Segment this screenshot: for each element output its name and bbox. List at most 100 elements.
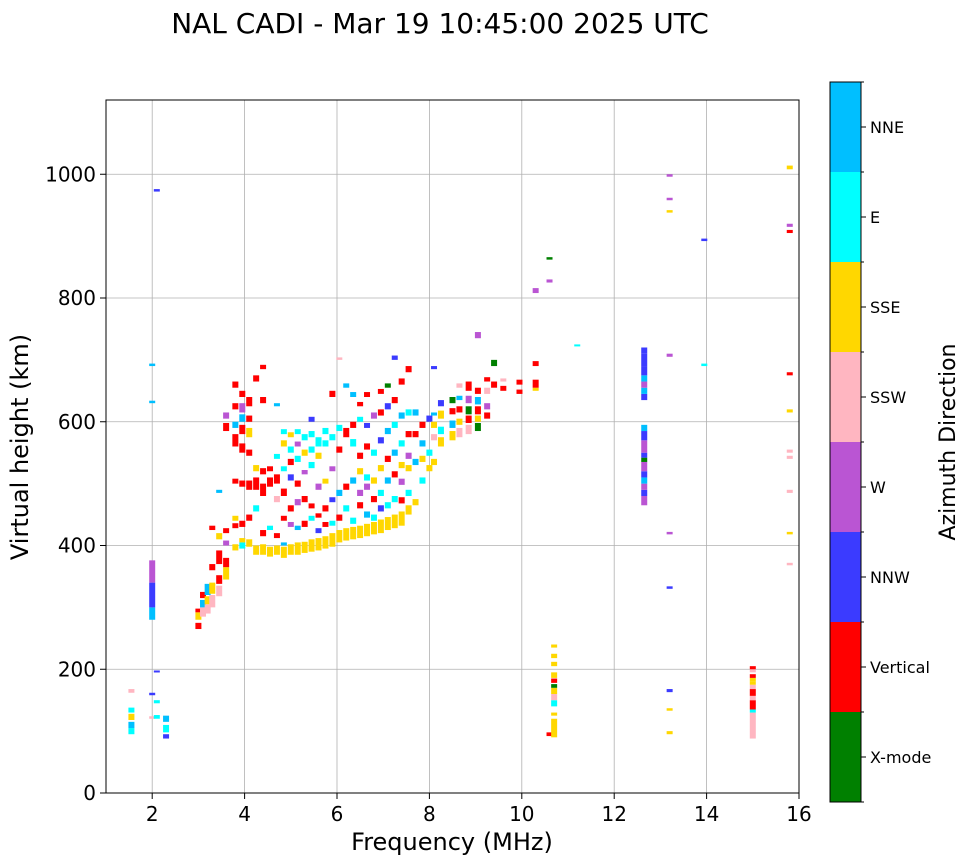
echo-mark [398, 511, 405, 526]
echo-mark [641, 452, 648, 458]
echo-mark [308, 503, 315, 509]
echo-mark [195, 608, 202, 613]
echo-mark [149, 716, 156, 719]
echo-mark [449, 408, 456, 415]
echo-mark [786, 372, 793, 376]
y-tick-label: 400 [58, 534, 96, 558]
echo-mark [149, 560, 156, 583]
echo-mark [350, 526, 357, 540]
echo-mark [405, 465, 412, 472]
echo-mark [431, 412, 438, 416]
x-tick-label: 16 [786, 802, 811, 826]
echo-mark [384, 455, 391, 462]
echo-mark [280, 488, 287, 496]
echo-mark [786, 165, 793, 170]
echo-mark [431, 366, 438, 370]
echo-mark [405, 505, 412, 515]
echo-mark [666, 197, 673, 201]
echo-mark [232, 515, 239, 521]
echo-mark [301, 541, 308, 553]
echo-mark [329, 434, 336, 441]
colorbar-tick-label: E [870, 208, 880, 227]
echo-mark [287, 432, 294, 438]
echo-mark [329, 390, 336, 397]
echo-mark [128, 713, 135, 720]
echo-mark [377, 519, 384, 534]
echo-mark [641, 431, 648, 441]
echo-mark [500, 385, 507, 391]
echo-mark [273, 474, 280, 484]
echo-mark [391, 421, 398, 428]
echo-mark [287, 544, 294, 555]
echo-mark [357, 502, 364, 509]
echo-mark [391, 496, 398, 503]
colorbar: X-mode Vertical NNW W SSW SSE E NNE [829, 81, 931, 803]
echo-mark [267, 466, 274, 472]
echo-mark [336, 530, 343, 543]
echo-mark [246, 415, 253, 422]
x-tick-label: 8 [423, 802, 436, 826]
grid-lines [106, 100, 800, 794]
echo-mark [786, 409, 793, 413]
echo-mark [308, 515, 315, 521]
echo-mark [163, 724, 170, 733]
echo-mark [641, 440, 648, 453]
echo-mark [294, 525, 301, 531]
echo-mark [398, 478, 405, 485]
echo-mark [398, 497, 405, 504]
echo-mark [364, 474, 371, 481]
echo-mark [786, 455, 793, 459]
echo-mark [209, 582, 216, 594]
echo-mark [301, 496, 308, 503]
echo-mark [377, 489, 384, 496]
x-tick-label: 6 [331, 802, 344, 826]
echo-mark [474, 415, 481, 422]
echo-mark [641, 366, 648, 376]
echo-mark [405, 452, 412, 459]
echo-mark [343, 427, 350, 438]
echo-mark [246, 449, 253, 456]
echo-mark [294, 429, 301, 435]
echo-mark [280, 542, 287, 546]
echo-mark [500, 378, 507, 382]
data-marks [128, 165, 793, 739]
echo-mark [216, 533, 223, 540]
echo-mark [370, 514, 377, 521]
echo-mark [204, 604, 211, 614]
echo-mark [701, 363, 708, 367]
echo-mark [223, 557, 230, 568]
echo-mark [322, 521, 329, 527]
echo-mark [641, 457, 648, 462]
echo-mark [551, 694, 558, 701]
echo-mark [641, 477, 648, 484]
echo-mark [273, 545, 280, 555]
echo-mark [666, 174, 673, 177]
echo-mark [322, 536, 329, 549]
echo-mark [253, 465, 260, 472]
echo-mark [223, 422, 230, 432]
echo-mark [315, 538, 322, 551]
echo-mark [350, 439, 357, 447]
x-tick-label: 2 [146, 802, 159, 826]
echo-mark [343, 528, 350, 541]
echo-mark [532, 387, 539, 391]
colorbar-segment [830, 442, 861, 532]
echo-mark [216, 575, 223, 584]
echo-mark [204, 596, 211, 605]
echo-mark [364, 443, 371, 450]
echo-mark [232, 478, 239, 484]
echo-mark [163, 715, 170, 722]
echo-mark [786, 223, 793, 227]
colorbar-segment [830, 622, 861, 712]
colorbar-segment [830, 82, 861, 172]
echo-mark [551, 684, 558, 688]
y-axis-ticks: 0 200 400 600 800 1000 [45, 162, 106, 805]
echo-mark [239, 443, 246, 453]
echo-mark [223, 412, 230, 419]
echo-mark [641, 393, 648, 401]
echo-mark [322, 427, 329, 435]
echo-mark [377, 437, 384, 444]
colorbar-tick-label: X-mode [870, 748, 931, 767]
echo-mark [294, 441, 301, 447]
